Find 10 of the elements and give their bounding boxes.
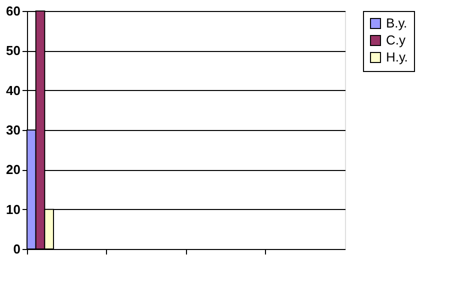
y-tick-label: 0 <box>13 242 20 256</box>
legend-label: С.у <box>386 32 406 48</box>
y-tick-label: 60 <box>6 4 20 18</box>
y-tick-label: 10 <box>6 202 20 217</box>
legend-label: Н.у. <box>386 50 408 64</box>
y-tick-label: 40 <box>6 82 20 98</box>
y-tick-label: 50 <box>6 43 20 58</box>
y-tick-label: 20 <box>6 162 20 178</box>
y-tick-label: 30 <box>6 122 20 138</box>
legend-label: В.у. <box>386 16 408 30</box>
